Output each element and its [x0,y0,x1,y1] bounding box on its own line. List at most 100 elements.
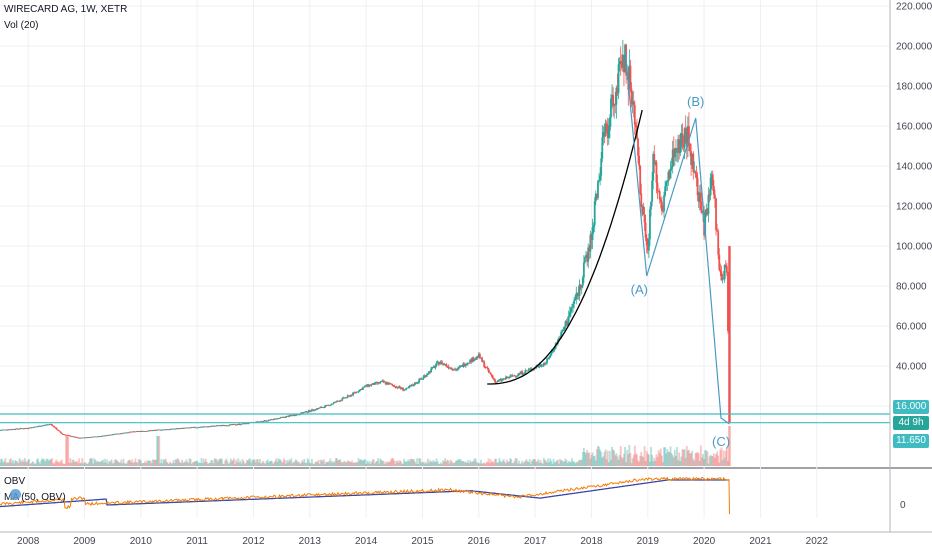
candle-body [278,418,281,419]
candle-body [111,434,114,436]
volume-bar [255,459,258,466]
candle-body [604,123,607,136]
volume-bar [593,455,596,466]
candle-body [267,419,270,421]
volume-bar [111,463,114,466]
candle-body [404,389,407,391]
candle-body [562,329,565,332]
candle-body [37,426,39,428]
candle-body [302,412,305,414]
volume-bar [188,458,191,466]
candle-body [107,435,110,436]
volume-bar [591,452,594,466]
candle-body [683,128,686,148]
candle-body [528,369,531,370]
volume-bar [3,461,6,466]
candle-body [637,138,639,156]
volume-bar [510,458,513,466]
volume-bar [145,462,148,466]
volume-bar [499,460,502,466]
candle-body [128,432,130,434]
volume-bar [40,460,43,466]
candle-body [346,395,349,398]
candle-body [647,239,650,251]
candle-body [549,355,552,358]
candle-body [279,417,282,419]
volume-bar [665,453,668,466]
candle-body [141,430,143,432]
candle-body [522,374,525,375]
candle-body [591,227,594,241]
candle-body [567,315,570,322]
volume-bar [586,449,589,466]
candle-body [182,427,184,429]
volume-bar [543,459,546,466]
obv-ma-legend[interactable]: MA (50, OBV) [4,492,66,503]
symbol-title[interactable]: WIRECARD AG, 1W, XETR [4,4,128,15]
volume-bar [407,459,410,466]
volume-bar [573,461,576,466]
volume-bar [171,463,174,466]
volume-bar [603,452,606,466]
volume-bar [693,460,696,466]
volume-bar [469,460,472,466]
volume-bar [384,461,387,466]
candle-body [272,419,274,421]
parabolic-curve [487,109,643,385]
volume-bar [533,458,535,466]
volume-bar [46,459,49,466]
candle-body [467,362,469,364]
volume-bar [108,461,111,466]
candle-body [174,428,177,430]
candle-body [456,369,459,371]
candle-body [599,175,602,181]
volume-bar [597,445,599,466]
candle-body [318,407,321,409]
candle-body [69,435,72,437]
volume-bar [1,459,4,466]
candle-body [183,427,186,429]
candle-body [176,428,179,430]
candle-body [292,414,295,416]
price-axis[interactable]: 220.000 200.000 180.000 160.000 140.000 120.0… [889,0,932,532]
candle-body [463,363,466,367]
volume-bar [345,462,348,466]
volume-bar [294,459,297,466]
obv-pane [0,476,730,515]
candle-body [462,363,465,367]
volume-bar [159,463,162,466]
candle-body [83,437,86,439]
candle-body [418,378,421,383]
obv-line [0,476,730,515]
volume-bar [514,458,517,466]
candle-body [496,381,499,383]
volume-bar [102,459,104,466]
volume-bar [33,463,36,466]
candle-body [515,375,518,377]
volume-bar [506,459,508,466]
volume-bar [568,461,571,466]
volume-legend[interactable]: Vol (20) [4,20,39,31]
candle-body [669,168,672,179]
volume-bar [673,449,676,466]
candle-body [558,337,560,340]
obv-legend[interactable]: OBV [4,476,26,487]
candle-body [387,383,390,385]
candle-body [97,436,100,438]
candle-body [502,378,505,380]
candle-body [694,171,697,175]
volume-bar [680,456,683,466]
candle-body [504,376,507,380]
time-axis[interactable]: 2008 2009 2010 2011 2012 2013 2014 2015 2016 2017… [0,531,932,547]
candle-body [325,405,327,407]
volume-bar [50,459,52,466]
volume-bar [378,463,381,466]
volume-bar [115,459,117,466]
volume-bar [450,461,453,466]
volume-bar [660,455,663,466]
candle-body [684,128,687,132]
candle-body [299,414,301,416]
settings-icon[interactable] [10,489,21,500]
